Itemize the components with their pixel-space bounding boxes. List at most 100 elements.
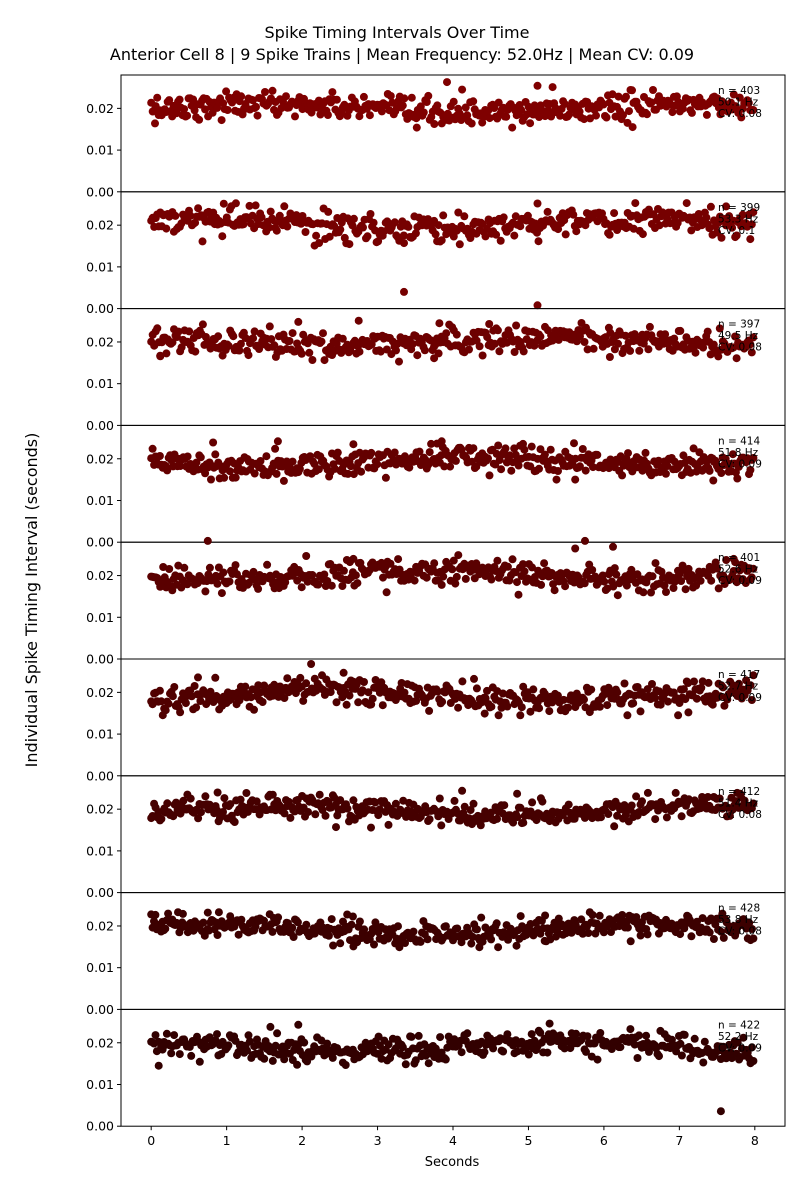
outlier-point: [533, 301, 542, 310]
stat-count: n = 403: [718, 85, 760, 97]
data-point: [677, 812, 686, 821]
data-point: [391, 799, 400, 808]
data-point: [629, 224, 638, 233]
data-point: [148, 444, 157, 453]
data-point: [493, 814, 501, 823]
data-point: [305, 348, 314, 357]
data-point: [338, 582, 347, 590]
data-point: [425, 448, 434, 457]
data-point: [690, 1034, 699, 1043]
data-point: [467, 939, 476, 948]
data-point: [583, 1032, 592, 1041]
data-point: [503, 562, 512, 571]
x-tick-label: 6: [600, 1133, 608, 1148]
outlier-point: [458, 786, 467, 795]
data-point: [519, 818, 528, 827]
data-point: [302, 920, 311, 929]
data-point: [411, 1056, 420, 1065]
data-point: [165, 96, 174, 105]
x-tick-label: 0: [147, 1133, 155, 1148]
data-point: [151, 1031, 160, 1040]
data-point: [235, 346, 244, 355]
y-tick-label: 0.00: [86, 184, 114, 199]
outlier-point: [716, 1107, 725, 1116]
data-point: [268, 927, 277, 936]
data-point: [636, 707, 645, 716]
outlier-point: [475, 943, 484, 952]
data-point: [205, 563, 214, 572]
data-point: [538, 797, 547, 806]
y-tick-label: 0.02: [86, 918, 114, 933]
data-point: [373, 460, 382, 469]
data-point: [293, 918, 302, 927]
y-tick-label: 0.01: [86, 727, 114, 742]
data-point: [501, 444, 510, 453]
data-point: [559, 695, 568, 704]
data-point: [749, 106, 758, 114]
outlier-point: [154, 1061, 163, 1070]
data-point: [610, 822, 619, 831]
data-point: [286, 813, 295, 822]
data-point: [217, 589, 226, 598]
data-point: [545, 707, 554, 716]
data-point: [682, 199, 691, 208]
data-point: [494, 943, 503, 952]
y-tick-label: 0.00: [86, 301, 114, 316]
data-point: [357, 467, 366, 476]
data-point: [280, 202, 289, 211]
data-point: [676, 326, 685, 335]
data-point: [341, 1061, 350, 1069]
data-point: [593, 450, 602, 459]
panel-frame: [120, 1008, 786, 1127]
data-point: [526, 707, 535, 716]
data-point: [164, 909, 173, 918]
data-point: [355, 917, 364, 926]
data-point: [336, 225, 345, 234]
data-point: [272, 469, 281, 478]
data-point: [635, 346, 644, 355]
data-point: [392, 346, 400, 355]
data-point: [714, 584, 723, 593]
data-point: [213, 931, 222, 939]
data-point: [333, 448, 342, 457]
outlier-point: [571, 475, 580, 484]
x-tick-label: 7: [675, 1133, 683, 1148]
data-point: [386, 92, 395, 100]
outlier-point: [400, 239, 408, 248]
y-tick-label: 0.01: [86, 1077, 114, 1092]
data-point: [655, 221, 664, 230]
y-tick-label: 0.01: [86, 493, 114, 508]
data-point: [747, 348, 756, 357]
data-point: [175, 95, 184, 104]
data-point: [708, 700, 717, 709]
y-tick-label: 0.02: [86, 334, 114, 349]
data-point: [616, 1043, 625, 1052]
data-point: [651, 559, 660, 568]
outlier-point: [443, 78, 451, 87]
data-point: [446, 462, 455, 471]
y-tick-label: 0.02: [86, 802, 114, 817]
data-point: [638, 797, 646, 806]
data-point: [195, 115, 204, 124]
data-point: [336, 939, 345, 948]
data-point: [234, 930, 243, 939]
data-point: [642, 1031, 651, 1040]
data-point: [746, 466, 755, 474]
data-point: [448, 565, 457, 574]
data-point: [317, 337, 326, 346]
stat-cv: CV: 0.09: [718, 1042, 762, 1054]
data-point: [161, 706, 170, 715]
data-point: [404, 222, 413, 231]
data-point: [296, 673, 305, 682]
data-point: [201, 587, 210, 596]
outlier-point: [198, 237, 207, 246]
data-point: [394, 922, 402, 931]
data-point: [293, 1060, 302, 1069]
data-point: [168, 692, 177, 701]
data-point: [476, 821, 485, 830]
data-point: [536, 1028, 545, 1037]
stat-frequency: 53.8 Hz: [718, 914, 759, 926]
data-point: [288, 329, 297, 338]
